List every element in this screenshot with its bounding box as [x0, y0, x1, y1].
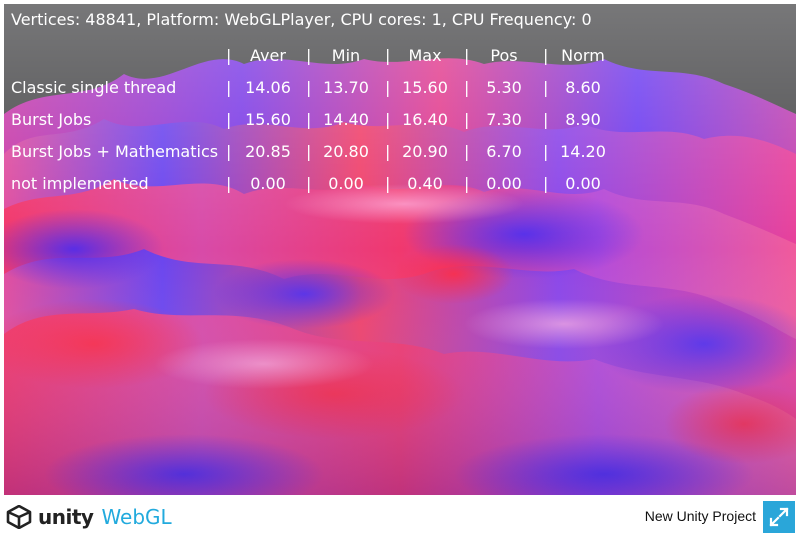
column-separator: |	[464, 46, 470, 65]
column-separator: |	[464, 110, 470, 129]
column-separator: |	[543, 174, 549, 193]
table-row: Burst Jobs + Mathematics | 20.85 | 20.80…	[4, 142, 796, 166]
row-label: not implemented	[11, 174, 149, 193]
table-row: not implemented | 0.00 | 0.00 | 0.40 | 0…	[4, 174, 796, 198]
value-max: 16.40	[402, 110, 448, 129]
unity-webgl-logo: unity WebGL	[6, 505, 172, 529]
fullscreen-button[interactable]	[763, 501, 795, 533]
column-separator: |	[385, 174, 391, 193]
unity-canvas[interactable]: Vertices: 48841, Platform: WebGLPlayer, …	[4, 4, 796, 495]
column-header-pos: Pos	[490, 46, 518, 65]
column-separator: |	[306, 46, 312, 65]
value-pos: 5.30	[486, 78, 522, 97]
column-separator: |	[306, 78, 312, 97]
value-min: 20.80	[323, 142, 369, 161]
table-row: Classic single thread | 14.06 | 13.70 | …	[4, 78, 796, 102]
value-aver: 20.85	[245, 142, 291, 161]
project-title: New Unity Project	[644, 508, 756, 524]
column-separator: |	[306, 174, 312, 193]
column-separator: |	[464, 174, 470, 193]
value-min: 0.00	[328, 174, 364, 193]
value-norm: 14.20	[560, 142, 606, 161]
value-aver: 15.60	[245, 110, 291, 129]
column-separator: |	[385, 142, 391, 161]
platform-info: Vertices: 48841, Platform: WebGLPlayer, …	[11, 10, 592, 29]
column-separator: |	[543, 46, 549, 65]
value-aver: 14.06	[245, 78, 291, 97]
fullscreen-icon	[769, 507, 789, 527]
column-header-max: Max	[408, 46, 442, 65]
column-separator: |	[464, 78, 470, 97]
column-separator: |	[226, 174, 232, 193]
column-separator: |	[385, 110, 391, 129]
column-separator: |	[306, 142, 312, 161]
column-separator: |	[226, 110, 232, 129]
column-separator: |	[226, 46, 232, 65]
value-min: 13.70	[323, 78, 369, 97]
unity-cube-icon	[6, 505, 32, 529]
value-norm: 0.00	[565, 174, 601, 193]
value-max: 15.60	[402, 78, 448, 97]
value-norm: 8.90	[565, 110, 601, 129]
value-min: 14.40	[323, 110, 369, 129]
value-norm: 8.60	[565, 78, 601, 97]
column-separator: |	[464, 142, 470, 161]
row-label: Burst Jobs + Mathematics	[11, 142, 219, 161]
stats-overlay: Vertices: 48841, Platform: WebGLPlayer, …	[4, 4, 796, 204]
column-separator: |	[543, 142, 549, 161]
value-pos: 6.70	[486, 142, 522, 161]
webgl-wordmark: WebGL	[101, 505, 172, 529]
column-separator: |	[385, 78, 391, 97]
column-separator: |	[306, 110, 312, 129]
row-label: Classic single thread	[11, 78, 177, 97]
table-row: Burst Jobs | 15.60 | 14.40 | 16.40 | 7.3…	[4, 110, 796, 134]
column-separator: |	[385, 46, 391, 65]
value-pos: 0.00	[486, 174, 522, 193]
value-aver: 0.00	[250, 174, 286, 193]
unity-wordmark: unity	[38, 505, 94, 529]
table-header-row: | Aver | Min | Max | Pos | Norm	[4, 46, 796, 70]
value-pos: 7.30	[486, 110, 522, 129]
column-separator: |	[543, 110, 549, 129]
webgl-footer: unity WebGL New Unity Project	[0, 495, 800, 537]
column-separator: |	[226, 142, 232, 161]
column-header-aver: Aver	[250, 46, 286, 65]
column-separator: |	[543, 78, 549, 97]
terrain-mesh	[4, 4, 796, 495]
column-separator: |	[226, 78, 232, 97]
value-max: 20.90	[402, 142, 448, 161]
column-header-norm: Norm	[561, 46, 605, 65]
row-label: Burst Jobs	[11, 110, 92, 129]
column-header-min: Min	[331, 46, 361, 65]
value-max: 0.40	[407, 174, 443, 193]
